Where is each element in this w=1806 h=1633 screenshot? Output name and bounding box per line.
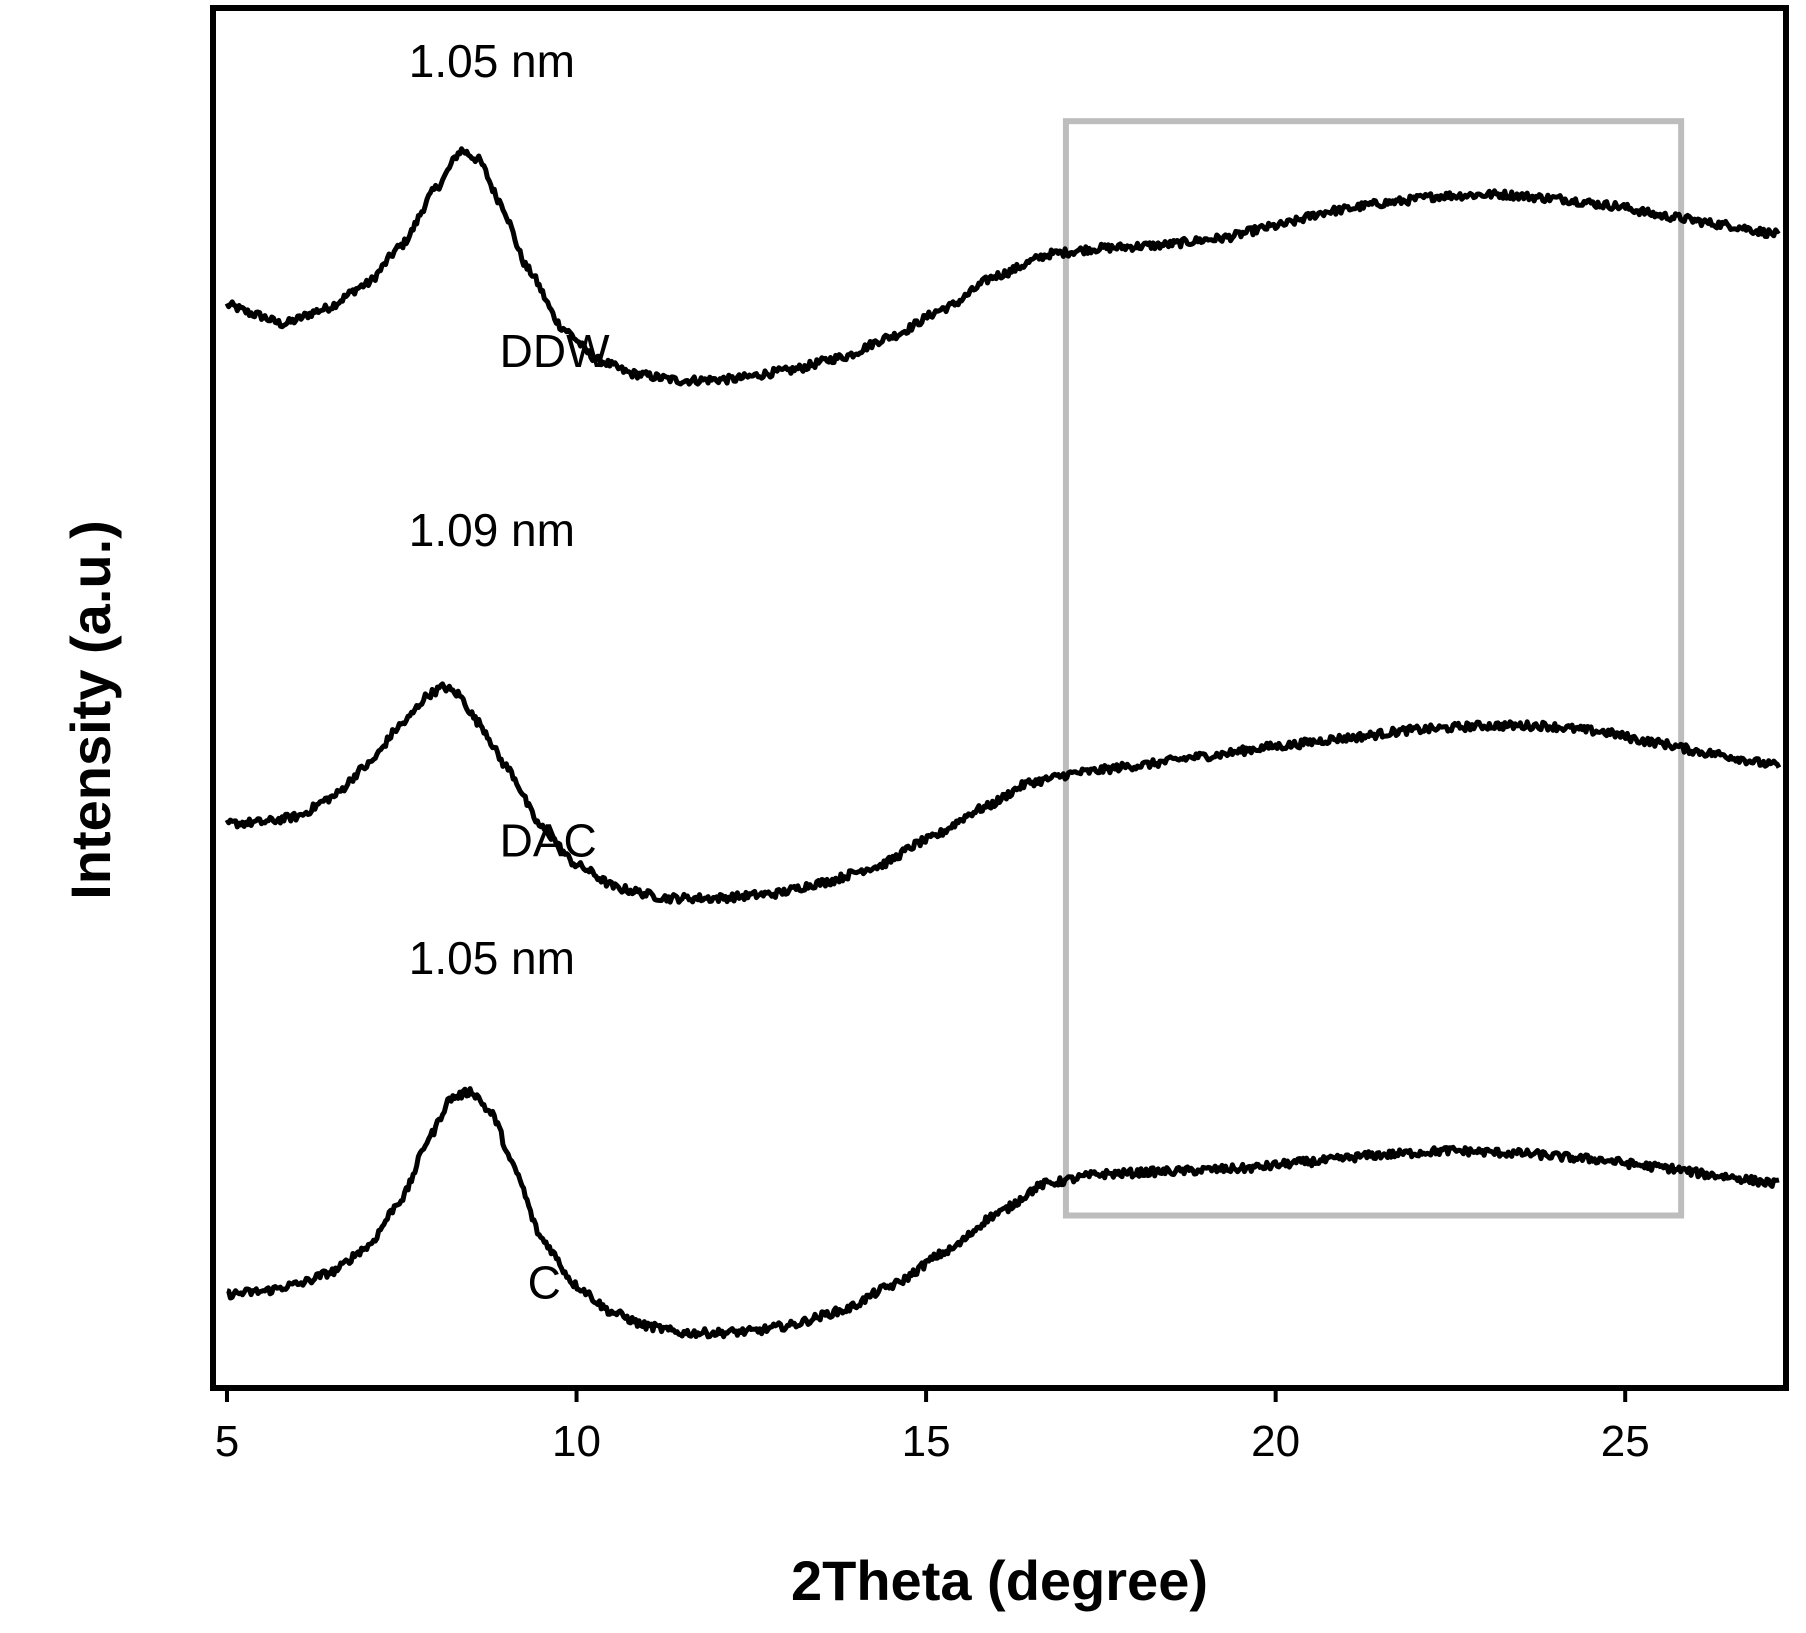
y-axis-title: Intensity (a.u.) [59, 520, 122, 900]
x-tick-label-10: 10 [552, 1417, 601, 1466]
x-tick-label-20: 20 [1251, 1417, 1300, 1466]
peak-label-ddw: 1.05 nm [409, 35, 575, 87]
x-tick-label-5: 5 [215, 1417, 239, 1466]
plot-frame [210, 5, 1789, 1391]
x-tick-label-25: 25 [1601, 1417, 1650, 1466]
plot-area: DDW 1.05 nm DAC 1.09 nm C 1.05 nm [224, 35, 1782, 1340]
peak-label-dac: 1.09 nm [409, 504, 575, 556]
x-axis-title: 2Theta (degree) [791, 1549, 1208, 1612]
series-label-ddw: DDW [500, 325, 610, 377]
highlight-box [1062, 118, 1685, 1219]
series-line-dac [224, 681, 1782, 905]
series-label-dac: DAC [500, 815, 597, 867]
x-axis: 5 10 15 20 25 [215, 1388, 1650, 1466]
series-line-c [226, 1086, 1780, 1340]
x-tick-label-15: 15 [902, 1417, 951, 1466]
series-label-c: C [528, 1256, 561, 1308]
series-line-ddw [224, 146, 1781, 387]
peak-label-c: 1.05 nm [409, 932, 575, 984]
